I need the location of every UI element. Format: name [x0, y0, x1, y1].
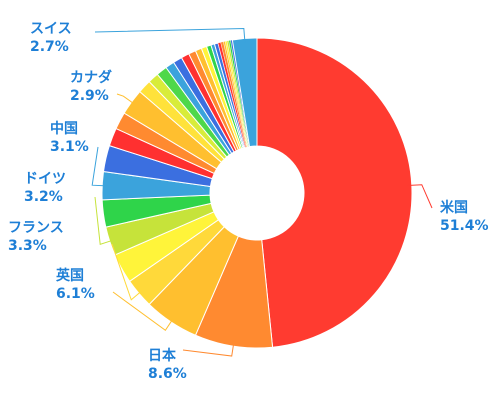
slice-label-name-5: ドイツ [24, 171, 66, 187]
slice-label-value-31: 2.7% [30, 39, 69, 55]
slice-label-value-1: 8.6% [148, 366, 187, 382]
leader-lines [91, 28, 433, 357]
slice-label-value-2: 6.1% [56, 286, 95, 302]
slice-label-value-5: 3.2% [24, 189, 63, 205]
slice-0 [256, 37, 413, 348]
leader-line-31 [94, 28, 246, 44]
slice-label-name-3: フランス [8, 220, 64, 236]
donut-slices [101, 37, 413, 349]
leader-line-0 [407, 184, 433, 209]
slice-label-value-0: 51.4% [440, 218, 489, 234]
slice-label-name-1: 日本 [148, 347, 177, 364]
slice-label-value-3: 3.3% [8, 238, 47, 254]
leader-line-2 [112, 291, 174, 331]
slice-label-name-11: カナダ [70, 69, 112, 86]
leader-line-3 [111, 243, 143, 301]
slice-31 [231, 37, 258, 148]
leader-line-7 [91, 146, 107, 187]
slice-label-name-31: スイス [30, 21, 72, 37]
slice-labels: 米国 51.4% 日本 8.6% 英国 6.1% フランス 3.3% ドイツ 3.2% 中国 3.1%… [8, 21, 489, 382]
slice-label-name-7: 中国 [50, 120, 78, 137]
leader-line-1 [182, 341, 235, 357]
leader-line-5 [94, 196, 115, 246]
slice-label-name-2: 英国 [55, 267, 84, 284]
leader-line-11 [116, 93, 136, 106]
slice-label-name-0: 米国 [440, 199, 468, 216]
slice-label-value-11: 2.9% [70, 88, 109, 104]
slice-label-value-7: 3.1% [50, 139, 89, 155]
